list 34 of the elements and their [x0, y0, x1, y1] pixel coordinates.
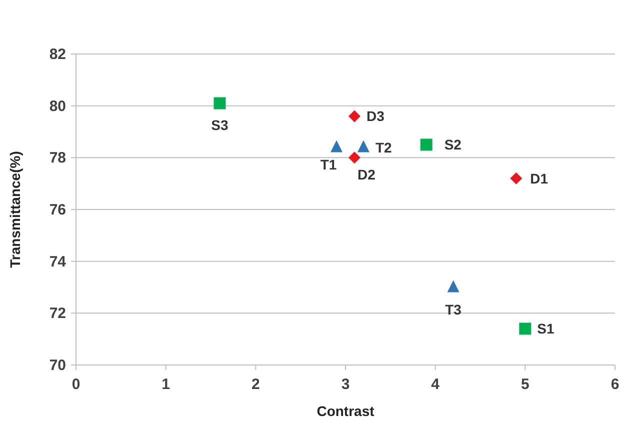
x-tick-label: 3 [341, 376, 350, 393]
annotation: S3 [211, 117, 229, 134]
y-tick-label: 82 [49, 46, 66, 63]
point [214, 97, 226, 110]
point [510, 172, 522, 184]
x-tick-label: 2 [251, 376, 260, 393]
point [357, 140, 370, 152]
x-axis-title: Contrast [316, 403, 375, 419]
x-tick-label: 4 [431, 376, 440, 393]
x-tick-label: 6 [610, 376, 620, 393]
point [348, 110, 360, 122]
annotation: D2 [358, 166, 376, 183]
annotation: T3 [445, 301, 462, 318]
y-tick-label: 80 [49, 98, 66, 115]
y-tick-label: 74 [49, 253, 67, 270]
annotation: T2 [375, 139, 392, 156]
annotation: S1 [537, 320, 555, 337]
x-tick-label: 5 [520, 376, 530, 393]
point [420, 138, 432, 151]
y-tick-label: 72 [49, 305, 66, 322]
x-tick-label: 0 [72, 376, 80, 393]
point [348, 152, 360, 164]
y-tick-label: 78 [49, 150, 66, 167]
point [519, 322, 532, 335]
annotation: S2 [444, 136, 462, 153]
annotation: T1 [320, 156, 337, 172]
point [330, 140, 343, 152]
annotation: D1 [530, 170, 548, 186]
x-tick-label: 1 [162, 376, 170, 393]
y-axis-title: Transmittance(%) [7, 151, 23, 268]
annotation: D3 [366, 108, 385, 124]
y-tick-label: 76 [49, 202, 66, 218]
y-tick-label: 70 [49, 357, 66, 374]
point [447, 280, 460, 292]
